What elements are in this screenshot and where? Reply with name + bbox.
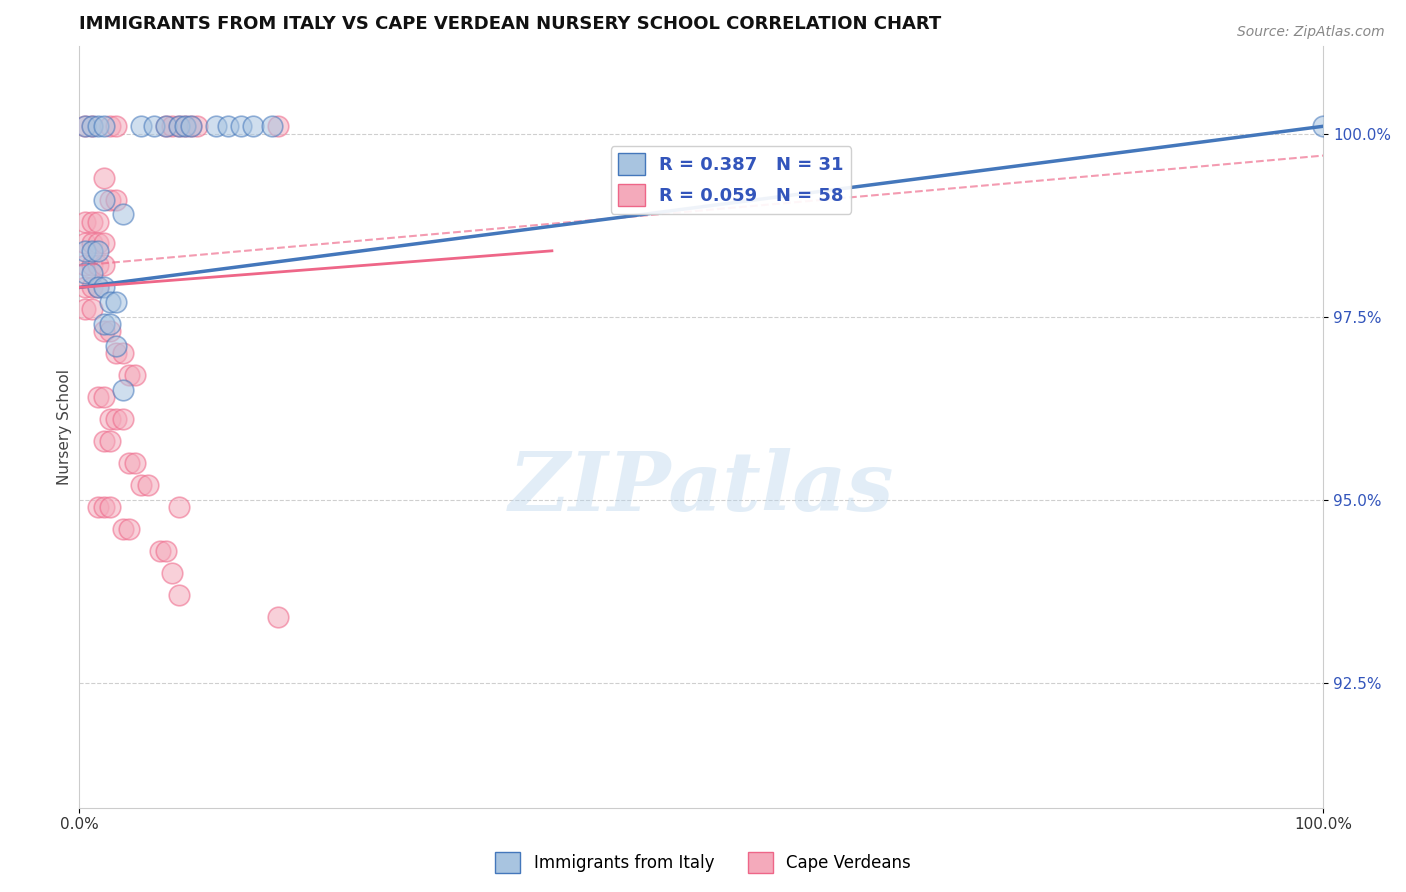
Point <box>80 266 103 280</box>
Point <box>260 120 283 134</box>
Point <box>93 500 115 515</box>
Point <box>180 120 202 134</box>
Text: ZIPatlas: ZIPatlas <box>509 448 894 528</box>
Point <box>93 280 115 294</box>
Point <box>1312 120 1334 134</box>
Point <box>80 120 103 134</box>
Point <box>229 120 252 134</box>
Point <box>111 383 134 397</box>
Point <box>118 522 141 536</box>
Point <box>98 295 121 310</box>
Point <box>205 120 228 134</box>
Point <box>167 120 190 134</box>
Point <box>75 302 97 317</box>
Point <box>87 390 110 404</box>
Point <box>75 259 97 273</box>
Point <box>75 236 97 251</box>
Point <box>98 325 121 339</box>
Point <box>80 259 103 273</box>
Point <box>80 244 103 258</box>
Point <box>124 368 146 383</box>
Point <box>87 244 110 258</box>
Point <box>105 295 128 310</box>
Point <box>124 456 146 470</box>
Point <box>80 302 103 317</box>
Point <box>93 259 115 273</box>
Point <box>75 266 97 280</box>
Point <box>93 193 115 207</box>
Point <box>186 120 208 134</box>
Point <box>111 346 134 360</box>
Y-axis label: Nursery School: Nursery School <box>58 368 72 484</box>
Point <box>136 478 159 492</box>
Point <box>105 120 128 134</box>
Point <box>98 317 121 331</box>
Point <box>98 193 121 207</box>
Point <box>142 120 165 134</box>
Text: Source: ZipAtlas.com: Source: ZipAtlas.com <box>1237 25 1385 39</box>
Point <box>111 412 134 426</box>
Point <box>167 500 190 515</box>
Point <box>180 120 202 134</box>
Point <box>75 244 97 258</box>
Point <box>75 280 97 294</box>
Point <box>87 280 110 294</box>
Point <box>75 214 97 228</box>
Point <box>167 120 190 134</box>
Point <box>87 280 110 294</box>
Point <box>93 236 115 251</box>
Point <box>242 120 264 134</box>
Point <box>87 214 110 228</box>
Point <box>118 368 141 383</box>
Point <box>155 544 177 558</box>
Point <box>149 544 172 558</box>
Point <box>217 120 239 134</box>
Point <box>80 120 103 134</box>
Point <box>75 120 97 134</box>
Point <box>93 170 115 185</box>
Point <box>105 193 128 207</box>
Legend: Immigrants from Italy, Cape Verdeans: Immigrants from Italy, Cape Verdeans <box>489 846 917 880</box>
Point <box>87 500 110 515</box>
Point <box>131 120 153 134</box>
Point <box>167 588 190 602</box>
Point <box>155 120 177 134</box>
Point <box>162 566 184 581</box>
Point <box>93 120 115 134</box>
Point <box>173 120 195 134</box>
Point <box>75 120 97 134</box>
Point <box>98 434 121 449</box>
Point <box>87 236 110 251</box>
Point <box>93 317 115 331</box>
Point <box>267 120 290 134</box>
Point <box>93 325 115 339</box>
Point <box>80 214 103 228</box>
Point <box>267 610 290 624</box>
Point <box>93 434 115 449</box>
Point <box>173 120 195 134</box>
Point <box>87 120 110 134</box>
Point <box>93 390 115 404</box>
Point <box>111 207 134 221</box>
Legend: R = 0.387   N = 31, R = 0.059   N = 58: R = 0.387 N = 31, R = 0.059 N = 58 <box>610 146 851 214</box>
Point <box>105 339 128 353</box>
Point <box>131 478 153 492</box>
Point <box>105 412 128 426</box>
Point <box>118 456 141 470</box>
Point <box>98 120 121 134</box>
Point <box>155 120 177 134</box>
Point <box>98 500 121 515</box>
Point <box>162 120 184 134</box>
Point <box>87 259 110 273</box>
Point <box>80 280 103 294</box>
Point <box>105 346 128 360</box>
Point <box>98 412 121 426</box>
Text: IMMIGRANTS FROM ITALY VS CAPE VERDEAN NURSERY SCHOOL CORRELATION CHART: IMMIGRANTS FROM ITALY VS CAPE VERDEAN NU… <box>79 15 942 33</box>
Point <box>80 236 103 251</box>
Point <box>111 522 134 536</box>
